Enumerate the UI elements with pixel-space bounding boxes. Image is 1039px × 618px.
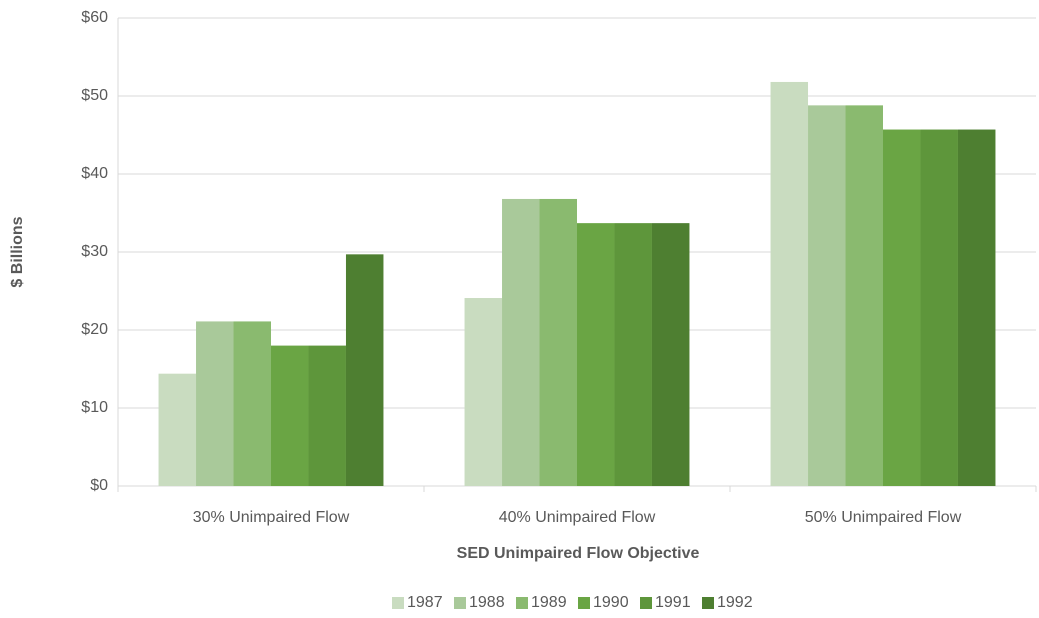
legend-label: 1989 [531,594,567,611]
y-tick-label: $0 [90,477,108,494]
bar [577,223,615,486]
y-tick-label: $60 [81,9,108,26]
y-tick-label: $50 [81,87,108,104]
x-axis-title: SED Unimpaired Flow Objective [457,545,700,562]
y-tick-label: $40 [81,165,108,182]
bar [957,129,996,487]
legend-swatch [392,597,404,609]
y-axis-title: $ Billions [9,216,26,287]
bar [233,321,271,486]
legend-label: 1987 [407,594,443,611]
legend-swatch [640,597,652,609]
bar [845,105,883,487]
y-tick-label: $30 [81,243,108,260]
legend-label: 1992 [717,594,753,611]
legend-swatch [454,597,466,609]
bar [920,129,958,487]
bar [196,321,234,486]
bar [464,298,503,486]
bar [539,198,577,486]
x-tick-label: 30% Unimpaired Flow [193,509,350,526]
bar [271,345,309,486]
bar [651,223,690,486]
bar [502,198,540,486]
bar [614,223,652,486]
bar [308,345,346,486]
bar [345,254,384,486]
bar [808,105,846,487]
bar [770,81,809,487]
bar [883,129,921,487]
legend-label: 1991 [655,594,691,611]
legend-swatch [516,597,528,609]
x-tick-label: 40% Unimpaired Flow [499,509,656,526]
y-tick-label: $10 [81,399,108,416]
legend-label: 1988 [469,594,505,611]
bar [158,373,197,486]
x-tick-label: 50% Unimpaired Flow [805,509,962,526]
legend-label: 1990 [593,594,629,611]
legend-swatch [578,597,590,609]
legend-swatch [702,597,714,609]
y-tick-label: $20 [81,321,108,338]
